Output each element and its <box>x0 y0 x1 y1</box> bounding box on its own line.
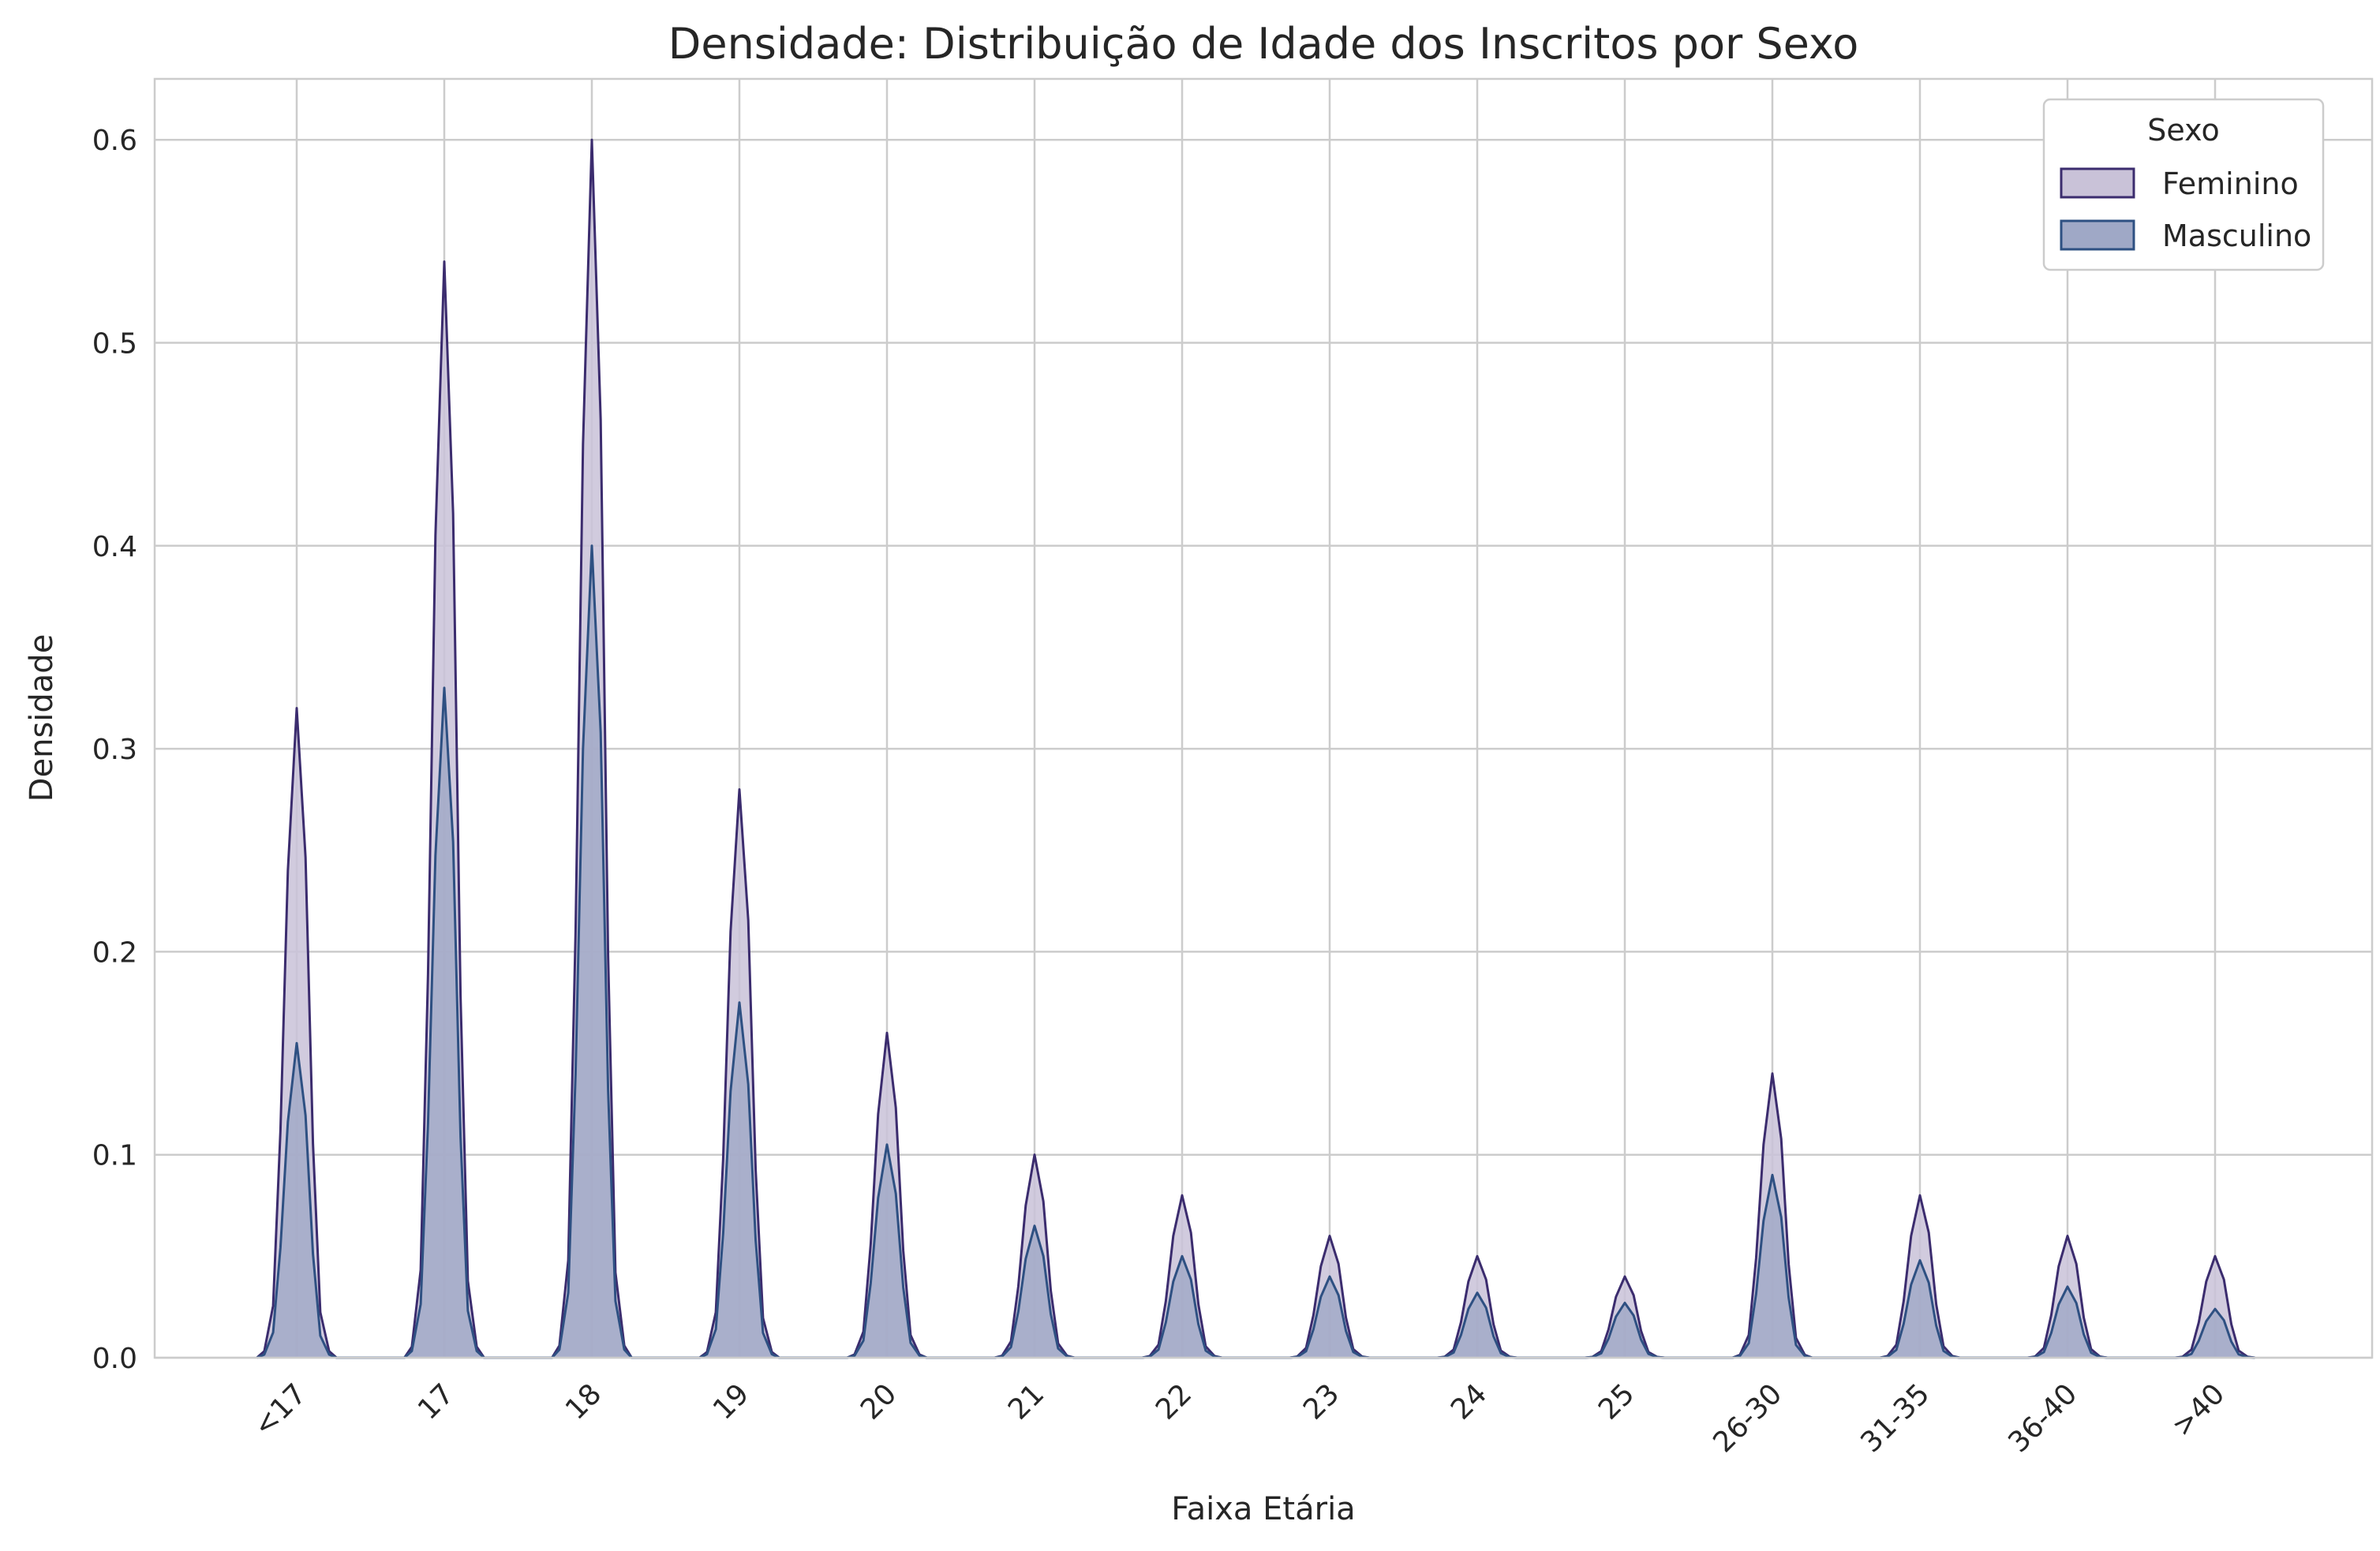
x-tick-label: 21 <box>1002 1377 1050 1426</box>
y-tick-label: 0.3 <box>92 734 137 766</box>
y-axis-label: Densidade <box>24 634 60 802</box>
y-tick-label: 0.5 <box>92 327 137 360</box>
y-tick-label: 0.1 <box>92 1140 137 1172</box>
legend-swatch-masculino <box>2060 219 2135 251</box>
x-tick-label: 18 <box>559 1377 608 1426</box>
y-tick-label: 0.6 <box>92 125 137 157</box>
legend: Sexo Feminino Masculino <box>2042 98 2325 271</box>
grid <box>155 79 2372 1359</box>
x-tick-label: >40 <box>2166 1377 2232 1443</box>
chart-title: Densidade: Distribuição de Idade dos Ins… <box>668 19 1858 69</box>
legend-label-feminino: Feminino <box>2162 166 2299 201</box>
x-tick-label: 25 <box>1592 1377 1641 1426</box>
x-tick-label: 19 <box>707 1377 755 1426</box>
x-tick-label: 24 <box>1445 1377 1493 1426</box>
x-tick-label: 36-40 <box>2002 1377 2083 1459</box>
x-tick-label: 17 <box>412 1377 460 1426</box>
y-tick-label: 0.4 <box>92 531 137 563</box>
x-tick-labels: <17 17 18 19 20 21 22 23 24 25 26-30 31-35 36-40 >40 <box>248 1377 2232 1459</box>
series-area-masculino <box>256 545 2255 1358</box>
x-tick-label: <17 <box>248 1377 313 1443</box>
x-tick-label: 31-35 <box>1854 1377 1936 1459</box>
y-tick-labels: 0.0 0.1 0.2 0.3 0.4 0.5 0.6 <box>92 125 137 1375</box>
x-tick-label: 26-30 <box>1707 1377 1788 1459</box>
y-tick-label: 0.2 <box>92 936 137 969</box>
legend-label-masculino: Masculino <box>2162 219 2311 253</box>
plot-frame <box>153 77 2374 1359</box>
legend-swatch-feminino <box>2060 167 2135 199</box>
x-tick-label: 22 <box>1150 1377 1198 1426</box>
x-axis-label: Faixa Etária <box>1171 1491 1355 1527</box>
x-tick-label: 23 <box>1297 1377 1345 1426</box>
x-tick-label: 20 <box>855 1377 903 1426</box>
legend-title: Sexo <box>2147 113 2219 148</box>
y-tick-label: 0.0 <box>92 1343 137 1375</box>
